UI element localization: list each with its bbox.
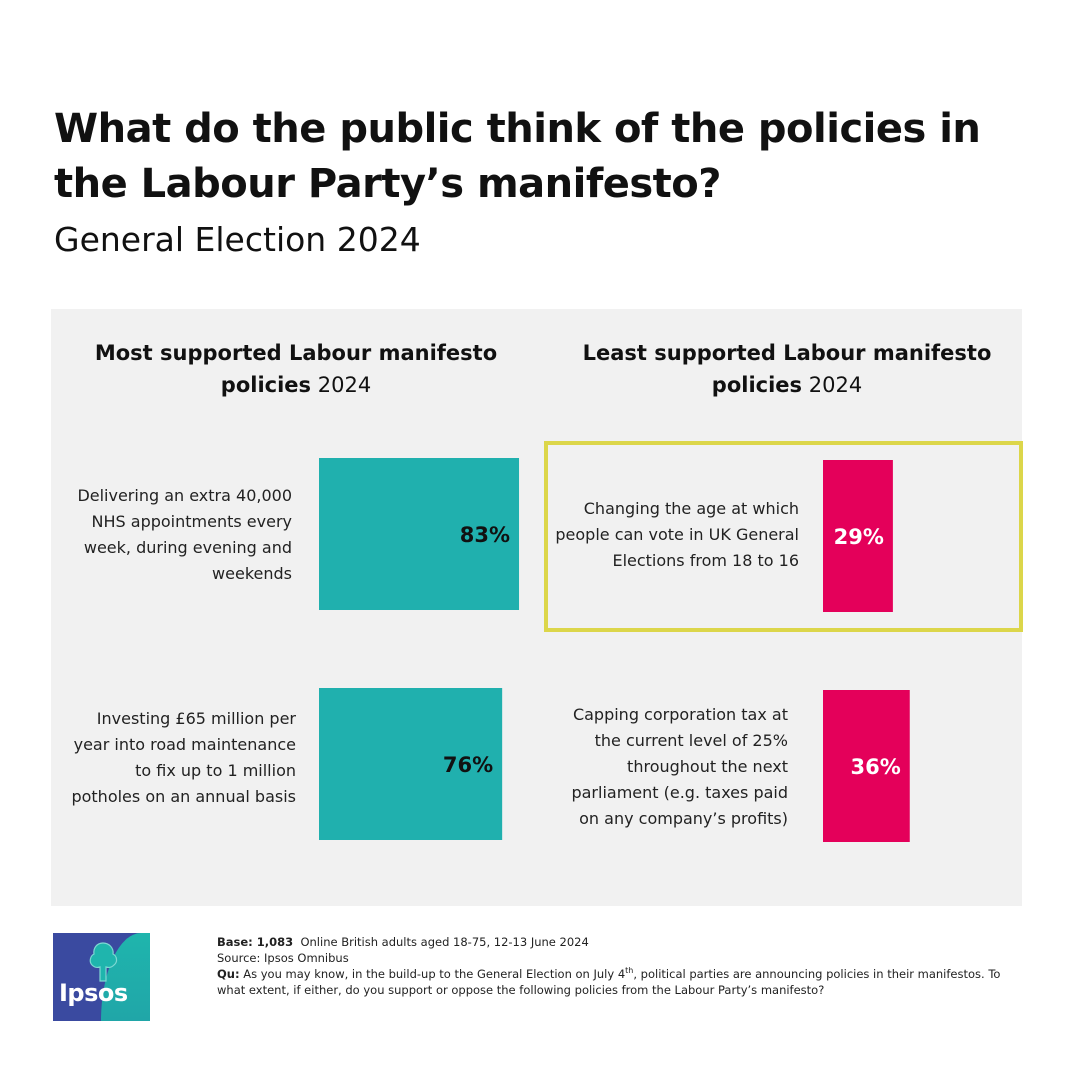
policy-label-voting-age: Changing the age at which people can vot… — [555, 499, 799, 570]
tree-icon — [89, 942, 118, 982]
bar-0-1 — [319, 688, 503, 840]
footer-notes: Base: 1,083 Online British adults aged 1… — [217, 934, 1017, 998]
policy-label-potholes: Investing £65 million per year into road… — [71, 709, 296, 806]
policy-label-nhs: Delivering an extra 40,000 NHS appointme… — [77, 486, 292, 583]
least-supported-heading: Least supported Labour manifesto policie… — [552, 337, 1022, 401]
bar-value-label-0-0: 83% — [460, 523, 510, 547]
bar-0-0 — [319, 458, 520, 610]
ipsos-logo: Ipsos — [53, 933, 150, 1021]
least-supported-heading-year: 2024 — [808, 373, 863, 397]
footer-base: Base: 1,083 Online British adults aged 1… — [217, 935, 589, 949]
policy-label-corporation-tax: Capping corporation tax at the current l… — [571, 705, 788, 828]
logo-text: Ipsos — [59, 979, 128, 1007]
bar-value-label-1-1: 36% — [850, 755, 900, 779]
bar-value-label-0-1: 76% — [443, 753, 493, 777]
highlight-frame — [544, 441, 1023, 632]
bar-1-0 — [823, 460, 893, 612]
footer-source: Source: Ipsos Omnibus — [217, 951, 349, 965]
page-subtitle: General Election 2024 — [54, 220, 421, 259]
bar-1-1 — [823, 690, 910, 842]
page-title: What do the public think of the policies… — [54, 106, 981, 207]
most-supported-heading-year: 2024 — [317, 373, 372, 397]
footer-question: Qu: As you may know, in the build-up to … — [217, 966, 1001, 997]
most-supported-heading-text: Most supported Labour manifesto policies — [94, 341, 498, 397]
most-supported-heading: Most supported Labour manifesto policies… — [61, 337, 531, 401]
bar-value-label-1-0: 29% — [834, 525, 884, 549]
least-supported-heading-text: Least supported Labour manifesto policie… — [582, 341, 992, 397]
